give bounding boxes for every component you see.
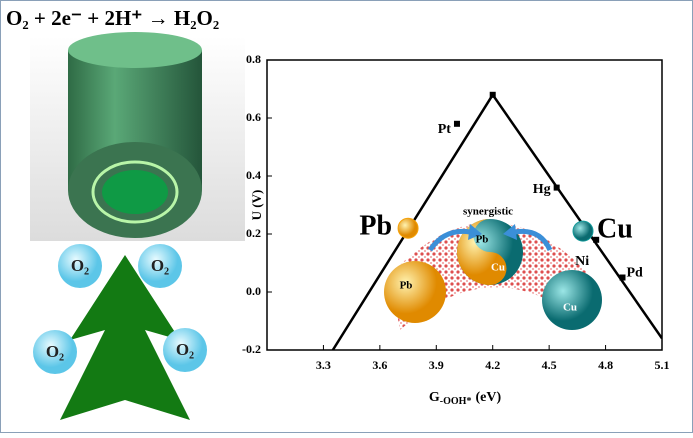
o2-bubble (138, 244, 182, 288)
x-tick-label: 3.9 (429, 358, 444, 372)
plot-area (266, 59, 663, 351)
x-tick-label: 3.6 (372, 358, 387, 372)
particle-label: Cu (491, 262, 505, 274)
o2-label: O₂ (151, 256, 169, 275)
y-tick-label: 0.8 (246, 52, 261, 66)
o2-bubble (33, 330, 77, 374)
y-tick-label: -0.2 (242, 342, 261, 356)
caption: synergistic (463, 206, 513, 218)
particle-label: Cu (563, 302, 577, 314)
sphere (572, 220, 594, 242)
particle-label: Pb (400, 280, 413, 292)
x-tick-label: 4.5 (542, 358, 557, 372)
y-tick-label: 0.0 (246, 284, 261, 298)
point-label: Pd (627, 266, 644, 281)
y-tick-label: 0.6 (246, 110, 261, 124)
equation: O₂ + 2e⁻ + 2H⁺ → H₂O₂ (6, 6, 219, 30)
o2-bubble (163, 328, 207, 372)
x-label-sub: -OOH* (440, 396, 472, 407)
x-tick-label: 4.8 (598, 358, 613, 372)
point (619, 274, 626, 281)
point-label: Hg (533, 182, 551, 197)
x-label-unit: (eV) (475, 390, 501, 405)
x-tick-label: 5.1 (655, 358, 670, 372)
point-label: Ni (575, 254, 589, 269)
x-tick-label: 3.3 (316, 358, 331, 372)
nanotube (68, 32, 202, 238)
apex-marker (489, 91, 496, 98)
sphere-label: Cu (597, 214, 633, 245)
sphere (397, 217, 419, 239)
point (453, 120, 460, 127)
o2-label: O₂ (46, 342, 64, 361)
y-tick-label: 0.4 (246, 168, 261, 182)
arrow (60, 255, 190, 420)
o2-label: O₂ (176, 340, 194, 359)
x-label-main: G (429, 390, 440, 405)
sphere-label: Pb (359, 211, 392, 242)
x-axis-label: G-OOH* (eV) (429, 390, 502, 407)
particle-label: Pb (476, 234, 489, 246)
o2-label: O₂ (71, 256, 89, 275)
o2-bubble (58, 244, 102, 288)
point-label: Pt (438, 122, 452, 137)
illustration: synergistic Pb Cu Pb Cu (384, 206, 602, 330)
y-axis-label: U (V) (249, 190, 264, 221)
point (593, 236, 600, 243)
point (553, 184, 560, 191)
x-tick-label: 4.2 (485, 358, 500, 372)
y-tick-label: 0.2 (246, 226, 261, 240)
